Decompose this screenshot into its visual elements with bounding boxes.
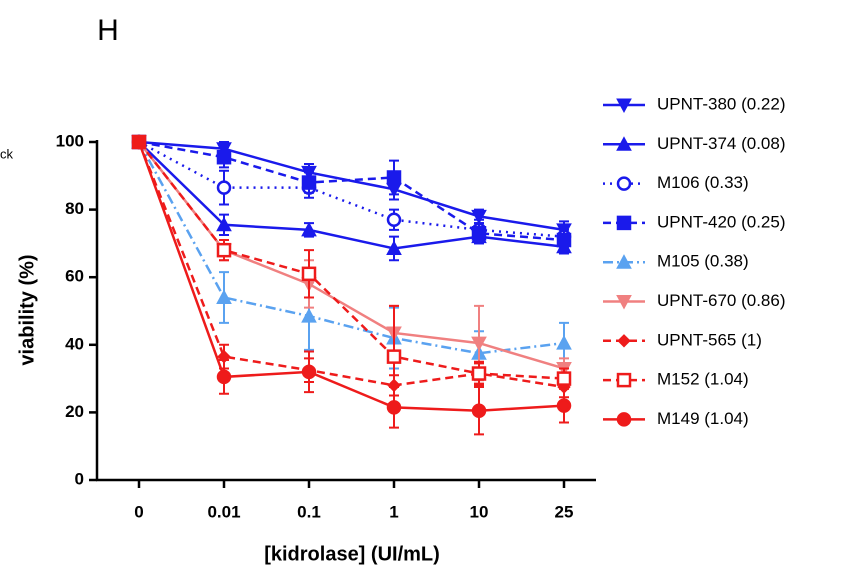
- legend-marker: [617, 334, 631, 348]
- data-point: [471, 209, 487, 225]
- legend-label: M152 (1.04): [657, 370, 749, 389]
- x-axis-title: [kidrolase] (UI/mL): [264, 543, 440, 565]
- y-tick-label: 0: [75, 469, 84, 488]
- x-tick-label: 10: [470, 502, 489, 521]
- data-point: [386, 212, 402, 227]
- series-line: [138, 141, 565, 380]
- data-point: [301, 364, 317, 380]
- legend-label: M106 (0.33): [657, 173, 749, 192]
- data-point: [471, 403, 487, 418]
- y-tick-label: 60: [65, 267, 84, 286]
- data-point: [386, 240, 402, 255]
- legend-marker: [616, 215, 632, 231]
- data-point: [216, 180, 232, 195]
- series-line: [138, 141, 565, 250]
- x-tick-label: 0.1: [297, 502, 321, 521]
- legend-label: UPNT-374 (0.08): [657, 134, 786, 153]
- chart-title: H: [97, 14, 119, 47]
- data-point: [216, 216, 232, 232]
- legend-marker: [616, 295, 632, 310]
- y-tick-label: 100: [56, 131, 84, 150]
- y-axis-title: viability (%): [16, 254, 38, 365]
- data-point: [131, 134, 147, 150]
- series-line: [138, 140, 565, 232]
- data-point: [301, 221, 317, 237]
- series-line: [137, 141, 565, 355]
- legend-label: UPNT-670 (0.86): [657, 291, 786, 310]
- series-line: [138, 140, 565, 238]
- legend-marker: [616, 98, 632, 114]
- x-tick-label: 0.01: [207, 502, 240, 521]
- legend-marker: [616, 136, 632, 151]
- data-point: [386, 400, 402, 415]
- data-point: [471, 226, 487, 241]
- data-point: [301, 175, 317, 190]
- data-point: [216, 242, 232, 258]
- data-point: [301, 308, 317, 323]
- data-point: [471, 336, 487, 352]
- data-point: [556, 398, 572, 413]
- data-point: [386, 349, 402, 364]
- y-tick-label: 80: [65, 199, 84, 218]
- x-tick-label: 25: [555, 502, 574, 521]
- legend-marker: [616, 254, 632, 269]
- data-point: [386, 170, 402, 185]
- y-tick-label: 20: [65, 402, 84, 421]
- data-point: [301, 266, 317, 282]
- data-point: [216, 149, 232, 165]
- legend-label: M149 (1.04): [657, 409, 749, 428]
- series-line: [137, 141, 565, 412]
- data-point: [471, 366, 487, 381]
- legend-marker: [616, 412, 632, 427]
- x-tick-label: 1: [389, 502, 398, 521]
- series-line: [138, 141, 565, 370]
- legend-marker: [616, 176, 632, 191]
- data-point: [556, 371, 572, 386]
- data-point: [556, 232, 572, 248]
- series-line: [138, 140, 565, 242]
- y-tick-label: 40: [65, 334, 84, 353]
- data-point: [556, 335, 572, 350]
- legend-label: UPNT-380 (0.22): [657, 94, 786, 113]
- legend-label: M105 (0.38): [657, 252, 749, 271]
- data-point: [216, 369, 232, 385]
- legend-label: UPNT-565 (1): [657, 330, 762, 349]
- legend-label: UPNT-420 (0.25): [657, 212, 786, 231]
- annotation: ck: [0, 146, 14, 161]
- x-tick-label: 0: [134, 502, 143, 521]
- legend-marker: [616, 372, 632, 388]
- data-point: [216, 289, 232, 304]
